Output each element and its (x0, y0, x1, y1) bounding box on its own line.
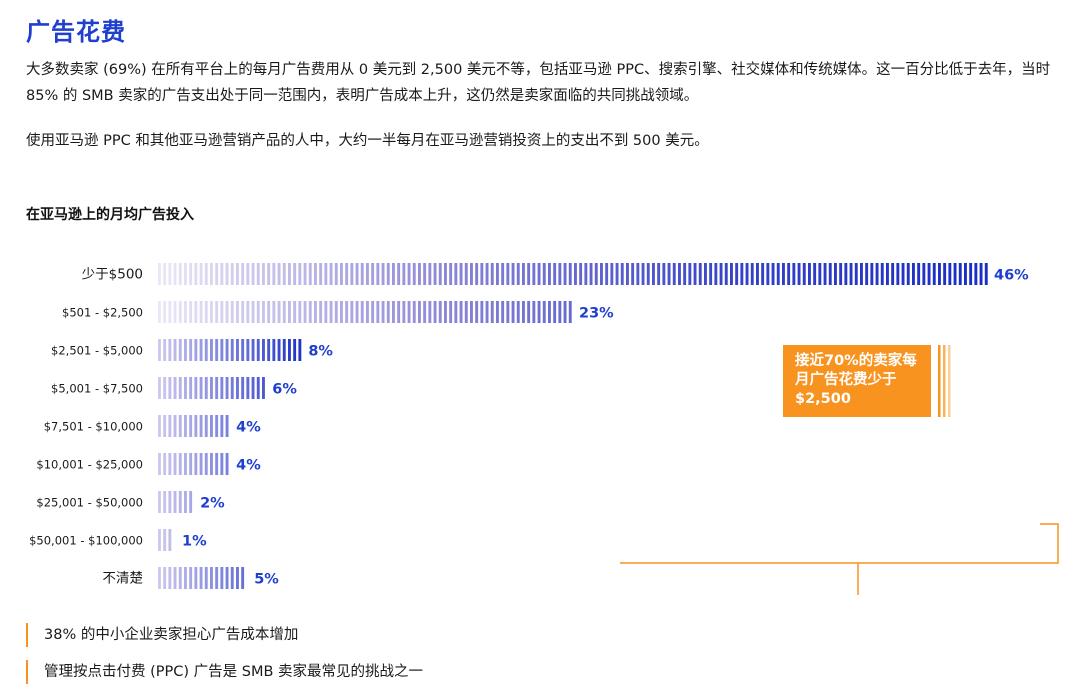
value-label: 23% (579, 306, 614, 322)
bar (158, 567, 245, 589)
callout-bracket-line (620, 523, 1059, 564)
amazon-ppc-paragraph: 使用亚马逊 PPC 和其他亚马逊营销产品的人中，大约一半每月在亚马逊营销投资上的… (26, 133, 709, 149)
intro-paragraph: 大多数卖家 (69%) 在所有平台上的每月广告费用从 0 美元到 2,500 美… (26, 62, 1051, 104)
page-title: 广告花费 (26, 18, 126, 46)
note-cost-concern: 38% 的中小企业卖家担心广告成本增加 (26, 623, 298, 647)
value-label: 4% (236, 420, 261, 436)
callout-box: 接近70%的卖家每月广告花费少于$2,500 (783, 345, 931, 417)
category-label: $25,001 - $50,000 (36, 496, 143, 510)
value-label: 1% (182, 534, 207, 550)
note-ppc-challenge: 管理按点击付费 (PPC) 广告是 SMB 卖家最常见的挑战之一 (26, 660, 423, 684)
category-label: $2,501 - $5,000 (51, 344, 143, 358)
ad-spend-bar-chart: 少于$500 46% $501 - $2,500 23% $2,501 - $5,000… (29, 263, 1059, 595)
bar (158, 377, 265, 399)
bar (158, 263, 988, 285)
bar (158, 339, 302, 361)
bar (158, 301, 572, 323)
value-label: 5% (254, 572, 279, 588)
value-label: 2% (200, 496, 225, 512)
callout-connector (620, 523, 1059, 595)
category-label: 不清楚 (103, 571, 144, 587)
category-label: $10,001 - $25,000 (36, 458, 143, 472)
value-label: 6% (272, 382, 297, 398)
callout-stripes (938, 345, 951, 417)
category-label: 少于$500 (82, 267, 143, 283)
bars-layer: 少于$500 46% $501 - $2,500 23% $2,501 - $5,000… (29, 263, 1029, 589)
category-label: $50,001 - $100,000 (29, 534, 143, 548)
bar (158, 529, 172, 551)
bar (158, 491, 193, 513)
bar (158, 453, 229, 475)
value-label: 46% (994, 268, 1029, 284)
category-label: $5,001 - $7,500 (51, 382, 143, 396)
value-label: 4% (236, 458, 261, 474)
value-label: 8% (308, 344, 333, 360)
category-label: $501 - $2,500 (62, 306, 143, 320)
bar (158, 415, 229, 437)
chart-title: 在亚马逊上的月均广告投入 (26, 207, 194, 223)
category-label: $7,501 - $10,000 (44, 420, 143, 434)
